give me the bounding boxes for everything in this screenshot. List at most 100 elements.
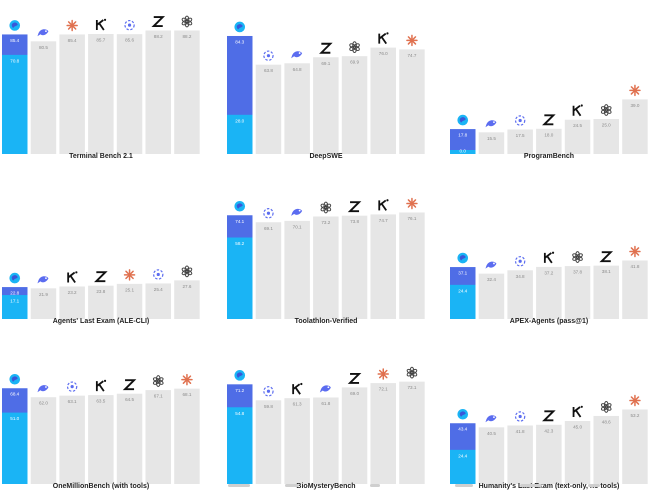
comparison-bar <box>30 288 57 319</box>
bar-value-label: 53.2 <box>630 413 639 418</box>
bar-value-label: 22.8 <box>10 291 19 296</box>
bar-value-label: 73.8 <box>350 219 359 224</box>
bar-value-label: 76.1 <box>407 216 416 221</box>
bar-value-label: 69.0 <box>350 391 359 396</box>
bar-value-label: 84.3 <box>235 39 244 44</box>
zai-icon <box>122 379 137 391</box>
bar-value-label: 73.1 <box>407 385 416 390</box>
comparison-bar <box>507 129 533 154</box>
fishbird-icon <box>485 261 497 269</box>
highlight-inner-label: 28.0 <box>235 118 244 123</box>
comparison-bar <box>59 286 85 319</box>
fishbird-icon <box>37 385 49 393</box>
globe-icon <box>9 20 21 31</box>
fishbird-icon <box>319 385 331 393</box>
benchmark-panel: 17.1 22.8 21.9 23.2 23.8 25.1 25.4 27.6 Agents' … <box>0 165 202 330</box>
highlight-inner-bar <box>2 295 28 319</box>
comparison-bar <box>30 397 57 484</box>
highlight-inner-label: 24.4 <box>458 453 467 458</box>
chart-title: Agents' Last Exam (ALE-CLI) <box>52 318 150 325</box>
kimi-icon <box>67 271 78 284</box>
bar-value-label: 61.8 <box>321 401 330 406</box>
zai-icon <box>94 271 108 283</box>
openai-icon <box>152 375 164 387</box>
cut-off-bottom-row <box>0 482 654 490</box>
bar-value-label: 63.1 <box>68 399 77 404</box>
comparison-bar <box>313 57 339 155</box>
comparison-bar <box>284 398 310 484</box>
benchmark-panel: 28.0 84.3 63.8 64.8 69.1 69.9 76.0 74.7 DeepSWE <box>225 0 427 165</box>
bar-value-label: 80.5 <box>39 45 48 50</box>
bar-value-label: 39.0 <box>630 103 639 108</box>
openai-icon <box>600 401 612 413</box>
fishbird-icon <box>291 51 303 59</box>
anthropic-icon <box>66 19 78 32</box>
openai-icon <box>600 104 612 116</box>
comparison-bar <box>341 56 368 154</box>
comparison-bar <box>507 425 533 484</box>
kimi-icon <box>292 382 303 395</box>
zai-icon <box>347 372 362 384</box>
highlight-inner-label: 70.8 <box>10 58 19 63</box>
globe-icon <box>457 114 469 126</box>
chart-title: Terminal Bench 2.1 <box>69 153 133 160</box>
comparison-bar <box>478 427 505 484</box>
comparison-bar <box>593 415 619 484</box>
bar-value-label: 17.8 <box>458 133 467 138</box>
bar-value-label: 41.8 <box>516 429 525 434</box>
bar-value-label: 69.1 <box>321 61 330 66</box>
highlight-inner-label: 58.2 <box>235 241 244 246</box>
highlight-inner-label: 24.4 <box>458 288 467 293</box>
highlight-inner-bar <box>2 412 28 484</box>
chart-title: DeepSWE <box>309 153 343 160</box>
bar-value-label: 27.6 <box>182 284 191 289</box>
bar-value-label: 68.4 <box>10 392 19 397</box>
bar-value-label: 67.1 <box>154 394 163 399</box>
openai-icon <box>572 251 583 263</box>
bar-value-label: 24.5 <box>573 123 582 128</box>
kimi-icon <box>95 18 107 31</box>
benchmark-panel: 70.8 85.4 80.5 85.4 85.7 85.6 88.2 88.2 Terminal… <box>0 0 202 165</box>
benchmark-panel: 58.2 74.1 69.1 70.1 73.2 73.8 74.7 76.1 Toolathl… <box>225 165 427 330</box>
highlight-inner-bar <box>227 114 253 154</box>
benchmark-panel: 51.0 68.4 62.0 63.1 63.5 64.5 67.1 68.1 OneMilli… <box>0 330 202 495</box>
footer-fragment <box>588 484 600 487</box>
zai-icon <box>542 114 556 126</box>
comparison-bar <box>174 388 200 484</box>
globe-icon <box>457 252 469 264</box>
highlight-inner-label: 0.0 <box>460 149 467 154</box>
bar-value-label: 63.8 <box>264 68 273 73</box>
bar-value-label: 25.4 <box>154 287 163 292</box>
bar-value-label: 74.1 <box>235 219 244 224</box>
footer-fragment <box>228 484 250 487</box>
bar-value-label: 37.1 <box>458 271 467 276</box>
comparison-bar <box>622 260 648 319</box>
zai-icon <box>151 16 166 27</box>
comparison-bar <box>88 285 114 319</box>
comparison-bar <box>174 280 200 319</box>
benchmark-bar-chart: 51.0 68.4 62.0 63.1 63.5 64.5 67.1 68.1 <box>2 373 200 484</box>
globe-icon <box>457 408 469 420</box>
comparison-bar <box>116 393 143 484</box>
comparison-bar <box>564 119 591 154</box>
bar-value-label: 40.5 <box>487 431 496 436</box>
comparison-bar <box>145 390 171 484</box>
benchmark-bar-chart: 17.1 22.8 21.9 23.2 23.8 25.1 25.4 27.6 <box>2 265 200 319</box>
anthropic-icon <box>629 84 641 97</box>
footer-fragment <box>285 484 299 487</box>
zai-icon <box>599 251 614 263</box>
zai-icon <box>347 201 362 213</box>
comparison-bar <box>59 395 85 484</box>
anthropic-icon <box>629 394 641 407</box>
fishbird-icon <box>291 208 303 216</box>
comparison-bar <box>593 265 619 319</box>
comparison-bar <box>174 30 200 154</box>
bar-value-label: 45.0 <box>573 425 582 430</box>
comparison-bar <box>255 64 282 154</box>
comparison-bar <box>399 381 425 484</box>
benchmark-bar-chart: 54.8 71.2 59.8 61.3 61.8 69.0 72.1 73.1 <box>227 366 425 484</box>
bar-value-label: 68.1 <box>182 392 191 397</box>
bar-value-label: 25.1 <box>125 287 134 292</box>
comparison-bar <box>399 212 425 319</box>
bar-value-label: 69.9 <box>350 60 359 65</box>
